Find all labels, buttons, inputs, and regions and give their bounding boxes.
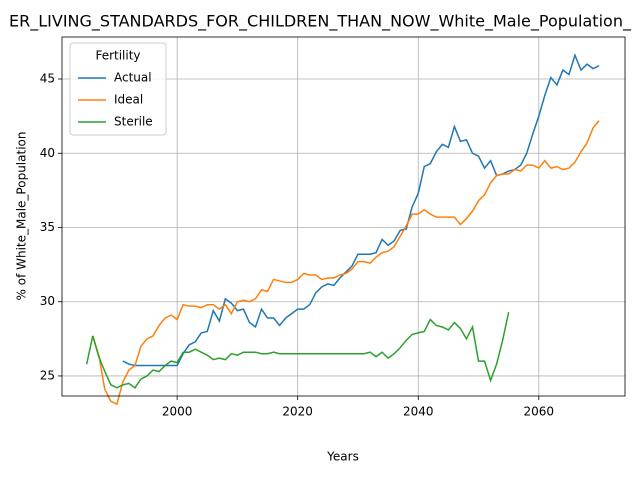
chart-title: ER_LIVING_STANDARDS_FOR_CHILDREN_THAN_NO… [9,12,632,32]
legend-label: Sterile [114,115,153,129]
y-tick-label: 30 [40,294,55,308]
legend-label: Ideal [114,93,143,107]
y-tick-label: 45 [40,72,55,86]
x-axis-label: Years [326,450,359,464]
y-tick-label: 35 [40,220,55,234]
legend-label: Actual [114,71,152,85]
y-tick-label: 25 [40,368,55,382]
x-tick-label: 2000 [162,405,193,419]
series-line [122,53,600,367]
legend-box [69,42,167,136]
y-tick-label: 40 [40,146,55,160]
x-tick-label: 2020 [282,405,313,419]
series-line [85,311,510,389]
plot-frame [61,36,626,397]
legend-title: Fertility [95,49,140,63]
series-line [92,120,600,406]
x-tick-label: 2060 [524,405,555,419]
x-tick-label: 2040 [403,405,434,419]
y-axis-label: % of White_Male_Population [15,132,29,301]
